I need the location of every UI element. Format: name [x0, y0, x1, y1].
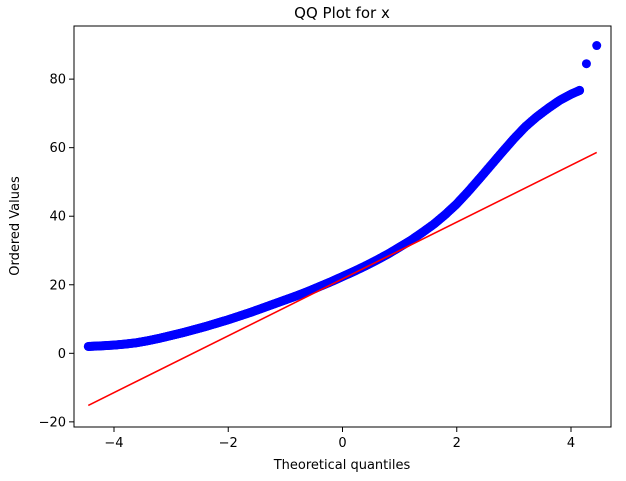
y-tick-label: −20 — [39, 415, 66, 430]
axes-frame — [73, 25, 612, 428]
x-tick-label: 2 — [453, 436, 461, 451]
qq-point — [592, 41, 602, 51]
y-tick-label: 20 — [49, 278, 66, 293]
y-tick-label: 80 — [49, 73, 66, 88]
y-tick-label: 40 — [49, 210, 66, 225]
x-tick-label: −2 — [219, 436, 238, 451]
plot-area — [83, 41, 602, 407]
x-tick-label: 4 — [567, 436, 575, 451]
chart-title: QQ Plot for x — [294, 4, 390, 22]
qq-point — [581, 59, 591, 69]
reference-line — [87, 151, 598, 407]
y-tick-label: 60 — [49, 141, 66, 156]
x-axis-ticks: −4 −2 0 2 4 — [104, 427, 575, 451]
x-axis-label: Theoretical quantiles — [273, 458, 411, 473]
y-axis-ticks: −20 0 20 40 60 80 — [39, 73, 74, 430]
y-axis-label: Ordered Values — [8, 176, 23, 276]
y-tick-label: 0 — [58, 347, 66, 362]
qq-point — [575, 85, 585, 95]
x-tick-label: 0 — [338, 436, 346, 451]
x-tick-label: −4 — [104, 436, 123, 451]
